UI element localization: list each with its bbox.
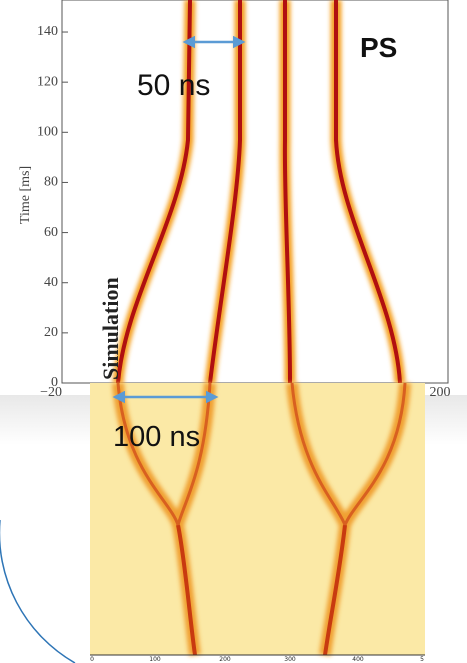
- x-tick-label: −20: [40, 385, 62, 400]
- circle-arc: [0, 520, 76, 663]
- spacing-label: 50 ns: [137, 69, 210, 102]
- y-ticks: 0 20 40 60 80 100 120 140: [37, 24, 68, 390]
- x-tick-label: 400: [352, 656, 364, 663]
- lower-ticks: 0 100 200 300 400 5: [90, 656, 424, 663]
- lower-traces: [112, 382, 411, 656]
- y-tick-label: 20: [44, 325, 58, 340]
- x-tick-label: 100: [149, 656, 161, 663]
- x-tick-label: 5: [420, 656, 424, 663]
- spacing-label: 100 ns: [113, 421, 200, 453]
- x-tick-label: 300: [284, 656, 296, 663]
- lower-frame: [90, 383, 425, 655]
- upper-traces: [112, 0, 406, 384]
- y-tick-label: 0: [51, 375, 58, 390]
- machine-label: PS: [360, 32, 397, 63]
- x-tick-label: 200: [219, 656, 231, 663]
- y-tick-label: 60: [44, 225, 58, 240]
- x-tick-label: 0: [90, 656, 94, 663]
- y-tick-label: 100: [37, 125, 58, 140]
- y-axis-label: Time [ms]: [18, 166, 33, 224]
- x-tick-label: 200: [430, 385, 451, 400]
- y-tick-label: 40: [44, 275, 58, 290]
- y-tick-label: 120: [37, 74, 58, 89]
- y-tick-label: 80: [44, 175, 58, 190]
- method-label: Simulation: [98, 277, 123, 380]
- y-tick-label: 140: [37, 24, 58, 39]
